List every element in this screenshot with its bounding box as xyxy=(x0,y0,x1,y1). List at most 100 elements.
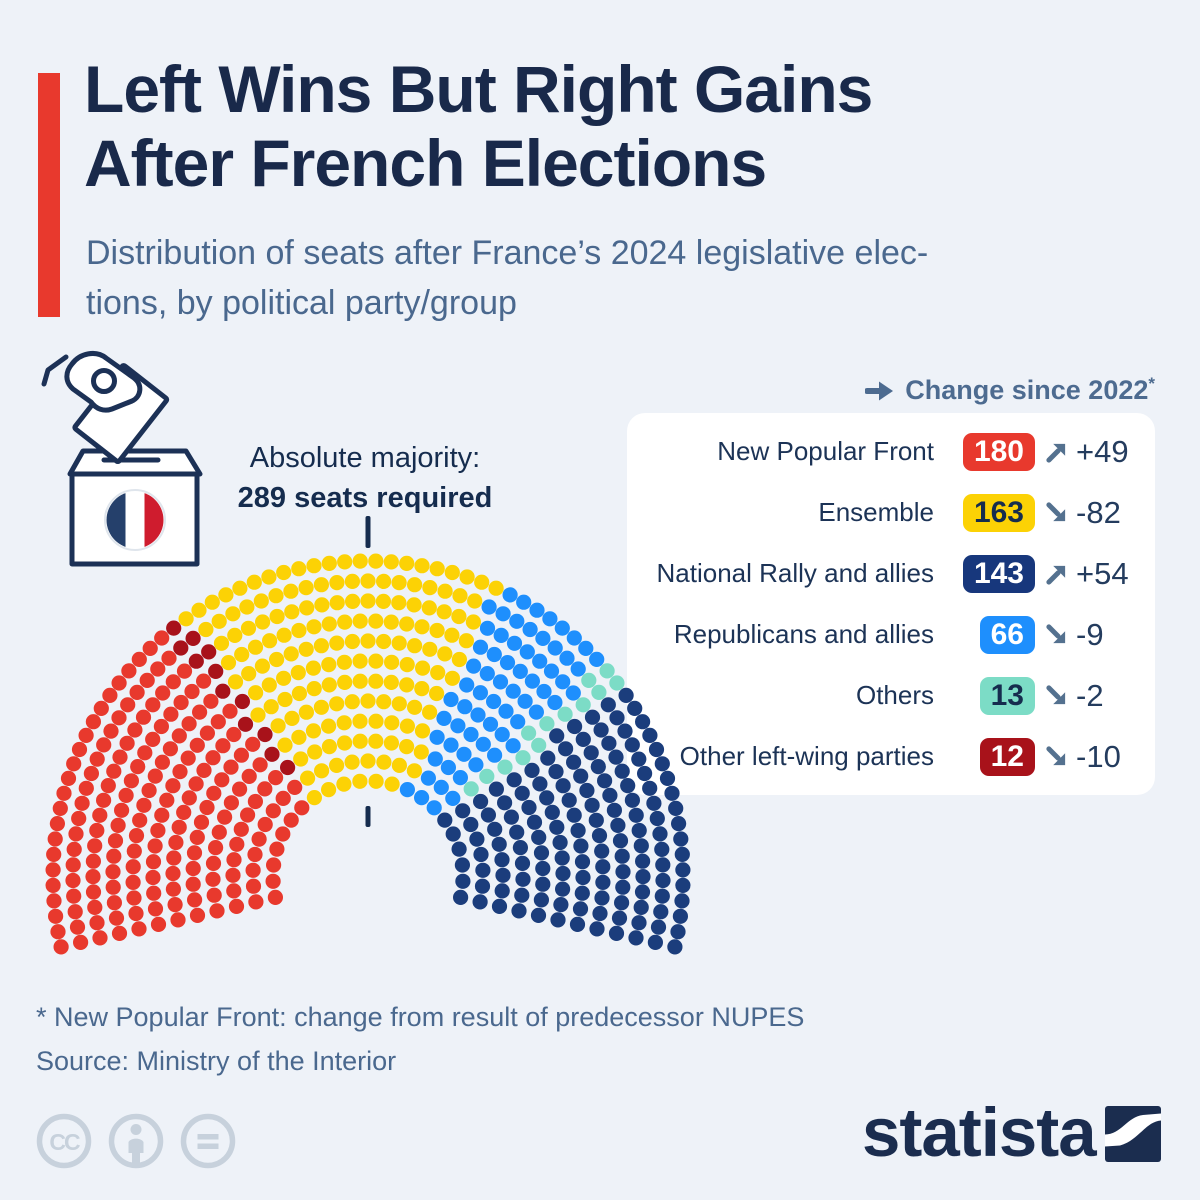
seat-dot xyxy=(529,602,545,618)
seat-dot xyxy=(111,675,127,691)
seat-dot xyxy=(615,864,631,880)
party-label: Other left-wing parties xyxy=(679,741,934,771)
seat-dot xyxy=(614,895,630,911)
seat-dot xyxy=(521,799,537,816)
seat-dot xyxy=(299,600,315,616)
seats-badge: 13 xyxy=(979,676,1035,715)
seat-dot xyxy=(575,869,591,886)
seat-dot xyxy=(329,696,345,712)
seat-dot xyxy=(474,878,491,894)
seat-dot xyxy=(486,646,502,663)
legend-header-note-mark: * xyxy=(1148,374,1155,393)
majority-tick-bottom xyxy=(365,806,371,827)
seat-dot xyxy=(655,857,671,873)
seat-dot xyxy=(145,854,162,870)
seat-dot xyxy=(445,826,461,842)
seat-dot xyxy=(451,651,467,668)
seat-dot xyxy=(481,599,497,615)
seat-dot xyxy=(321,677,337,693)
seat-dot xyxy=(254,658,270,674)
seat-dot xyxy=(407,638,423,654)
seat-dot xyxy=(635,869,651,885)
seat-dot xyxy=(611,910,628,926)
seat-dot xyxy=(594,890,610,906)
seat-dot xyxy=(494,726,510,743)
seat-dot xyxy=(305,660,321,676)
seat-dot xyxy=(608,749,624,765)
seat-dot xyxy=(524,673,541,689)
seat-dot xyxy=(126,843,142,859)
seat-dot xyxy=(165,778,181,794)
seat-dot xyxy=(600,697,616,713)
seat-dot xyxy=(50,924,66,940)
seat-dot xyxy=(176,663,193,679)
legend-panel: New Popular Front 180 +49 Ensemble 163 -… xyxy=(627,413,1155,795)
seat-dot xyxy=(547,694,563,711)
seats-badge: 12 xyxy=(979,737,1035,776)
seat-dot xyxy=(391,575,407,591)
seat-dot xyxy=(494,883,510,899)
seat-dot xyxy=(166,850,182,866)
seat-dot xyxy=(553,897,569,913)
seat-dot xyxy=(498,703,514,719)
french-flag-roundel xyxy=(104,489,166,551)
seat-dot xyxy=(399,555,415,572)
seat-dot xyxy=(66,841,82,858)
seat-dot xyxy=(649,810,665,827)
seat-dot xyxy=(314,763,330,779)
seat-dot xyxy=(550,912,566,928)
seat-dot xyxy=(226,883,242,899)
seat-dot xyxy=(549,819,565,835)
seat-dot xyxy=(514,855,531,872)
seat-dot xyxy=(46,846,62,863)
seat-dot xyxy=(530,907,547,924)
seat-dot xyxy=(153,718,169,735)
seat-dot xyxy=(368,613,384,629)
seat-dot xyxy=(352,553,368,569)
seat-dot xyxy=(305,723,322,739)
seat-dot xyxy=(575,697,591,713)
seat-dot xyxy=(414,723,431,739)
seat-dot xyxy=(196,673,212,689)
seat-dot xyxy=(229,836,245,852)
seat-dot xyxy=(376,573,392,590)
seat-dot xyxy=(193,814,210,830)
seat-dot xyxy=(125,859,141,875)
seat-dot xyxy=(89,751,105,767)
seat-dot xyxy=(127,722,143,738)
seat-dot xyxy=(547,640,563,656)
seat-dot xyxy=(368,653,384,669)
seat-dot xyxy=(535,860,551,877)
seat-dot xyxy=(601,735,617,751)
seat-dot xyxy=(455,803,471,819)
seat-dot xyxy=(526,814,543,830)
seat-dot xyxy=(566,754,582,770)
seat-dot xyxy=(105,864,121,880)
cc-icon xyxy=(36,1113,92,1169)
arrow-down-right-icon xyxy=(1046,501,1066,521)
seat-dot xyxy=(262,633,278,649)
seat-dot xyxy=(668,800,684,817)
seat-dot xyxy=(495,867,511,883)
seat-dot xyxy=(531,829,547,846)
seat-dot xyxy=(591,828,608,844)
seat-dot xyxy=(535,630,551,647)
seat-dot xyxy=(171,728,187,744)
seat-dot xyxy=(463,816,479,833)
seat-dot xyxy=(557,706,573,722)
party-label: New Popular Front xyxy=(717,436,934,466)
seat-dot xyxy=(532,776,548,792)
seat-dot xyxy=(456,746,472,762)
seat-dot xyxy=(352,773,368,789)
seat-dot xyxy=(136,797,152,813)
seat-dot xyxy=(514,887,530,903)
seat-dot xyxy=(610,817,626,834)
statista-logo-mark xyxy=(1105,1106,1161,1162)
seat-dot xyxy=(257,816,273,833)
seat-dot xyxy=(479,768,495,785)
seat-dot xyxy=(215,683,231,699)
seat-dot xyxy=(87,899,103,916)
seat-dot xyxy=(444,627,460,643)
seat-dot xyxy=(185,630,201,647)
seat-dot xyxy=(321,616,337,632)
